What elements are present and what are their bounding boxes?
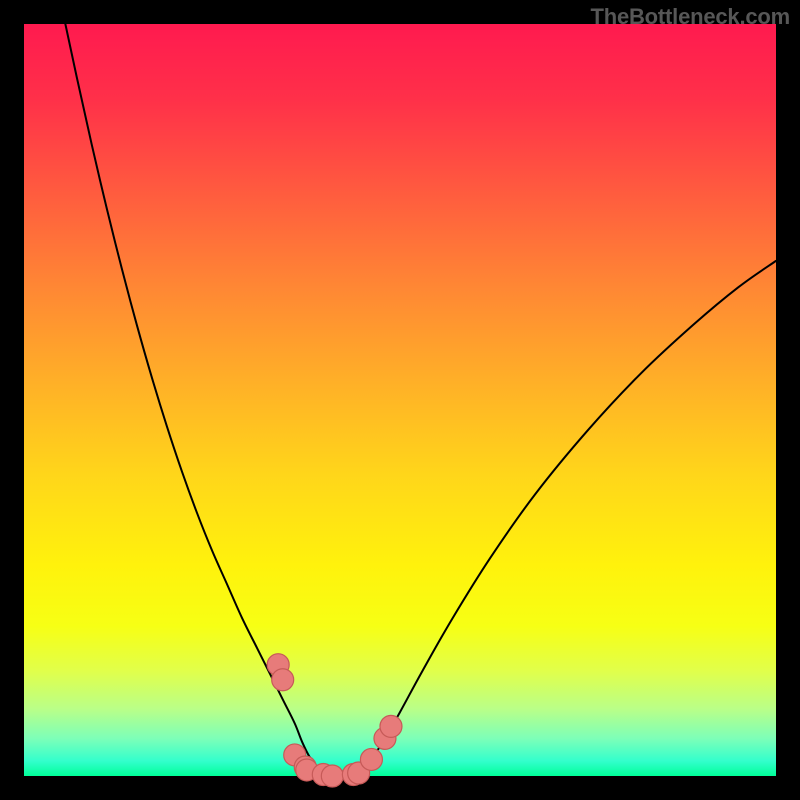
marker-point: [272, 669, 294, 691]
plot-area: [24, 24, 776, 776]
marker-point: [380, 715, 402, 737]
marker-point: [360, 748, 382, 770]
chart-frame: TheBottleneck.com: [0, 0, 800, 800]
watermark-text: TheBottleneck.com: [590, 4, 790, 30]
marker-point: [321, 765, 343, 787]
chart-svg: [24, 24, 776, 776]
gradient-background: [24, 24, 776, 776]
